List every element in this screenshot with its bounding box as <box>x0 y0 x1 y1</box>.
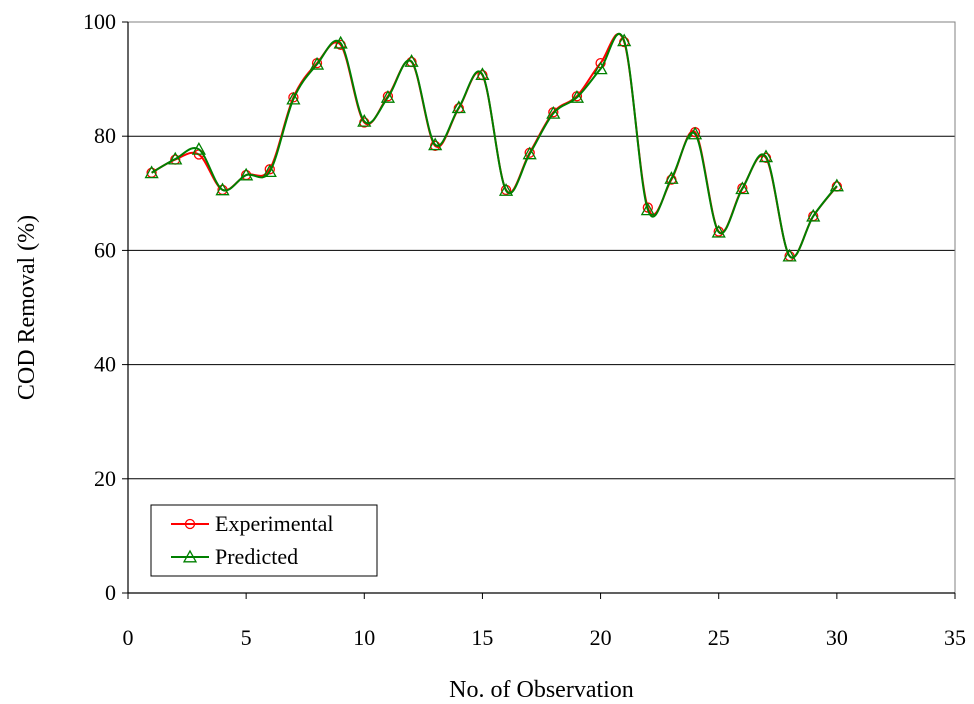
data-point-predicted <box>309 56 325 70</box>
data-point-predicted <box>664 171 679 184</box>
x-axis-title: No. of Observation <box>449 677 634 703</box>
data-point-predicted <box>782 248 797 262</box>
data-point-predicted <box>262 164 277 178</box>
series-group <box>144 32 844 262</box>
x-tick-label: 10 <box>353 625 375 650</box>
data-point-predicted <box>144 165 159 179</box>
data-point-predicted <box>498 183 514 196</box>
y-tick-label: 40 <box>94 352 116 377</box>
x-tick-label: 20 <box>590 625 612 650</box>
data-point-predicted <box>191 141 206 155</box>
data-point-predicted <box>239 167 254 181</box>
x-tick-label: 30 <box>826 625 848 650</box>
data-point-predicted <box>357 114 372 127</box>
data-point-predicted <box>569 90 585 103</box>
data-point-predicted <box>404 54 419 67</box>
series-line-predicted <box>151 32 838 259</box>
data-point-predicted <box>546 106 561 119</box>
data-point-predicted <box>333 35 348 49</box>
x-tick-label: 5 <box>241 625 252 650</box>
y-tick-label: 20 <box>94 466 116 491</box>
data-point-predicted <box>687 126 703 140</box>
data-point-predicted <box>617 33 632 47</box>
y-tick-label: 80 <box>94 123 116 148</box>
series-predicted <box>144 32 844 262</box>
x-tick-label: 25 <box>708 625 730 650</box>
y-tick-label: 0 <box>105 580 116 605</box>
x-tick-label: 35 <box>944 625 966 650</box>
data-point-predicted <box>522 146 537 160</box>
y-tick-label: 60 <box>94 237 116 262</box>
data-point-predicted <box>451 100 466 114</box>
axes: 0 20 40 60 80 100 0 5 10 15 20 25 30 35 <box>83 9 966 650</box>
x-tick-label: 0 <box>123 625 134 650</box>
legend-item-predicted: Predicted <box>171 544 298 569</box>
legend: Experimental Predicted <box>150 504 378 577</box>
data-point-predicted <box>806 208 821 222</box>
gridlines <box>128 21 955 480</box>
data-point-predicted <box>168 151 183 165</box>
data-point-predicted <box>428 137 443 151</box>
x-tick-label: 15 <box>471 625 493 650</box>
legend-label: Experimental <box>215 511 334 536</box>
legend-swatch-marker <box>184 518 196 530</box>
data-point-predicted <box>640 202 655 216</box>
data-point-predicted <box>475 67 490 80</box>
series-experimental <box>146 32 843 262</box>
data-point-predicted <box>215 182 230 196</box>
y-tick-label: 100 <box>83 9 116 34</box>
data-point-predicted <box>593 61 608 75</box>
legend-box <box>150 504 378 577</box>
data-point-predicted <box>735 181 750 195</box>
legend-item-experimental: Experimental <box>171 511 334 536</box>
legend-swatch-marker <box>182 549 198 563</box>
legend-label: Predicted <box>215 544 298 569</box>
y-axis-title: COD Removal (%) <box>14 215 40 400</box>
data-point-predicted <box>829 178 844 192</box>
series-line-experimental <box>151 32 838 259</box>
data-point-predicted <box>711 224 726 238</box>
data-point-predicted <box>758 149 774 163</box>
data-point-predicted <box>286 91 301 105</box>
data-point-predicted <box>380 90 396 103</box>
